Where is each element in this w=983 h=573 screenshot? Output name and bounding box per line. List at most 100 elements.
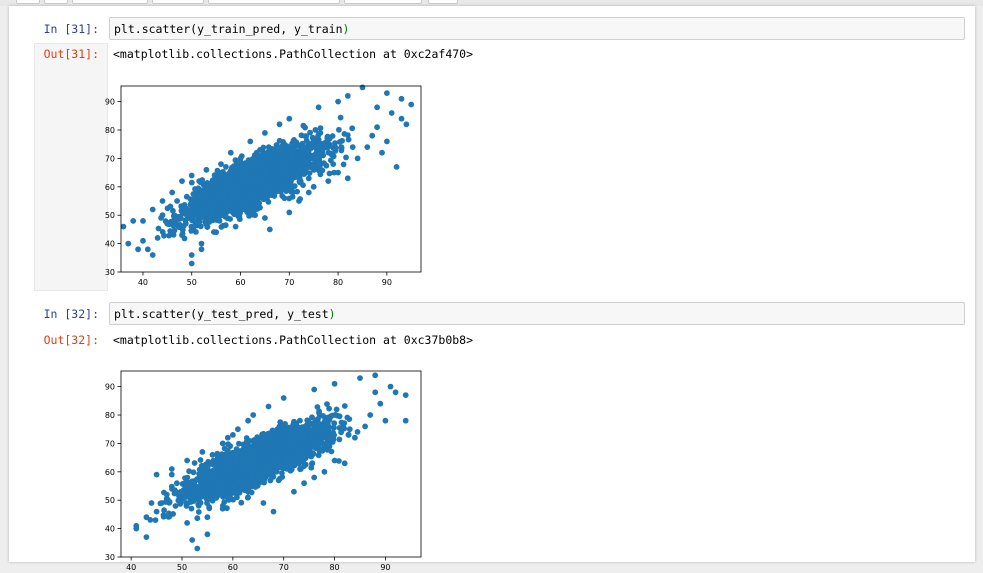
scatter-point (271, 181, 277, 187)
scatter-point (223, 222, 229, 228)
scatter-point (171, 223, 177, 229)
scatter-point (169, 190, 175, 196)
scatter-point (160, 212, 166, 218)
scatter-point (217, 208, 223, 214)
scatter-point (196, 509, 202, 515)
scatter-point (355, 156, 361, 162)
scatter-point (309, 162, 315, 168)
scatter-point (247, 159, 253, 165)
scatter-point (290, 194, 296, 200)
scatter-point (284, 143, 290, 149)
scatter-point (249, 186, 255, 192)
scatter-point (125, 241, 131, 247)
scatter-point (257, 190, 263, 196)
output-scroll-area[interactable] (34, 43, 108, 291)
scatter-point (334, 413, 340, 419)
toolbar-button[interactable] (72, 0, 148, 4)
scatter-point (316, 452, 322, 458)
code-input[interactable]: plt.scatter(y_train_pred, y_train) (109, 17, 965, 40)
scatter-point (179, 178, 185, 184)
scatter-point (314, 145, 320, 151)
scatter-point (300, 144, 306, 150)
scatter-point (273, 154, 279, 160)
scatter-point (222, 204, 228, 210)
scatter-point (290, 156, 296, 162)
scatter-point (286, 210, 292, 216)
scatter-point (233, 224, 239, 230)
scatter-point (277, 121, 283, 127)
scatter-point (286, 116, 292, 122)
scatter-point (341, 420, 347, 426)
scatter-point (273, 175, 279, 181)
scatter-point (206, 504, 212, 510)
scatter-point (247, 139, 253, 145)
scatter-point (330, 161, 336, 167)
scatter-point (297, 180, 303, 186)
scatter-point (187, 210, 193, 216)
scatter-point (325, 137, 331, 143)
scatter-point (203, 493, 209, 499)
scatter-point (189, 252, 195, 258)
scatter-point (269, 160, 275, 166)
scatter-point (374, 124, 380, 130)
scatter-point (206, 192, 212, 198)
scatter-point (303, 165, 309, 171)
scatter-point (164, 221, 170, 227)
toolbar-button[interactable] (44, 0, 68, 4)
output-text: <matplotlib.collections.PathCollection a… (113, 47, 473, 61)
scatter-point (339, 148, 345, 154)
scatter-point (204, 167, 210, 173)
scatter-point (280, 154, 286, 160)
scatter-point (209, 209, 215, 215)
scatter-point (389, 110, 395, 116)
scatter-point (243, 164, 249, 170)
scatter-point (342, 403, 348, 409)
scatter-point (364, 144, 370, 150)
scatter-point (184, 194, 190, 200)
scatter-point (179, 232, 185, 238)
scatter-point (384, 90, 390, 96)
scatter-point (338, 115, 344, 121)
y-tick-label: 80 (105, 126, 115, 135)
scatter-point (336, 127, 342, 133)
scatter-point (273, 186, 279, 192)
toolbar-button[interactable] (344, 0, 422, 4)
scatter-point (153, 517, 159, 523)
scatter-point (345, 93, 351, 99)
scatter-point (199, 241, 205, 247)
scatter-point (335, 99, 341, 105)
scatter-point (306, 175, 312, 181)
scatter-point (189, 180, 195, 186)
scatter-point (189, 506, 195, 512)
code-input[interactable]: plt.scatter(y_test_pred, y_test) (109, 302, 965, 325)
toolbar-button[interactable] (428, 0, 458, 4)
scatter-point (394, 164, 400, 170)
scatter-point (272, 166, 278, 172)
code-paren: ) (343, 22, 350, 36)
out-prompt: Out[31]: (19, 47, 99, 61)
toolbar-button[interactable] (208, 0, 340, 4)
scatter-point (238, 201, 244, 207)
scatter-point (292, 420, 298, 426)
scatter-point (174, 198, 180, 204)
scatter-point (267, 227, 273, 233)
scatter-point (299, 160, 305, 166)
scatter-point (343, 155, 349, 161)
scatter-point (191, 191, 197, 197)
scatter-point (296, 198, 302, 204)
toolbar-button[interactable] (152, 0, 204, 4)
y-tick-label: 70 (105, 154, 115, 163)
scatter-point (236, 441, 242, 447)
scatter-point (294, 173, 300, 179)
toolbar-button[interactable] (16, 0, 40, 4)
scatter-point (222, 176, 228, 182)
scatter-point (140, 238, 146, 244)
scatter-point (252, 212, 258, 218)
code-args: y_test_pred, y_test (197, 307, 329, 321)
scatter-point (208, 181, 214, 187)
scatter-point (408, 102, 414, 108)
scatter-point (325, 178, 331, 184)
scatter-point (333, 145, 339, 151)
